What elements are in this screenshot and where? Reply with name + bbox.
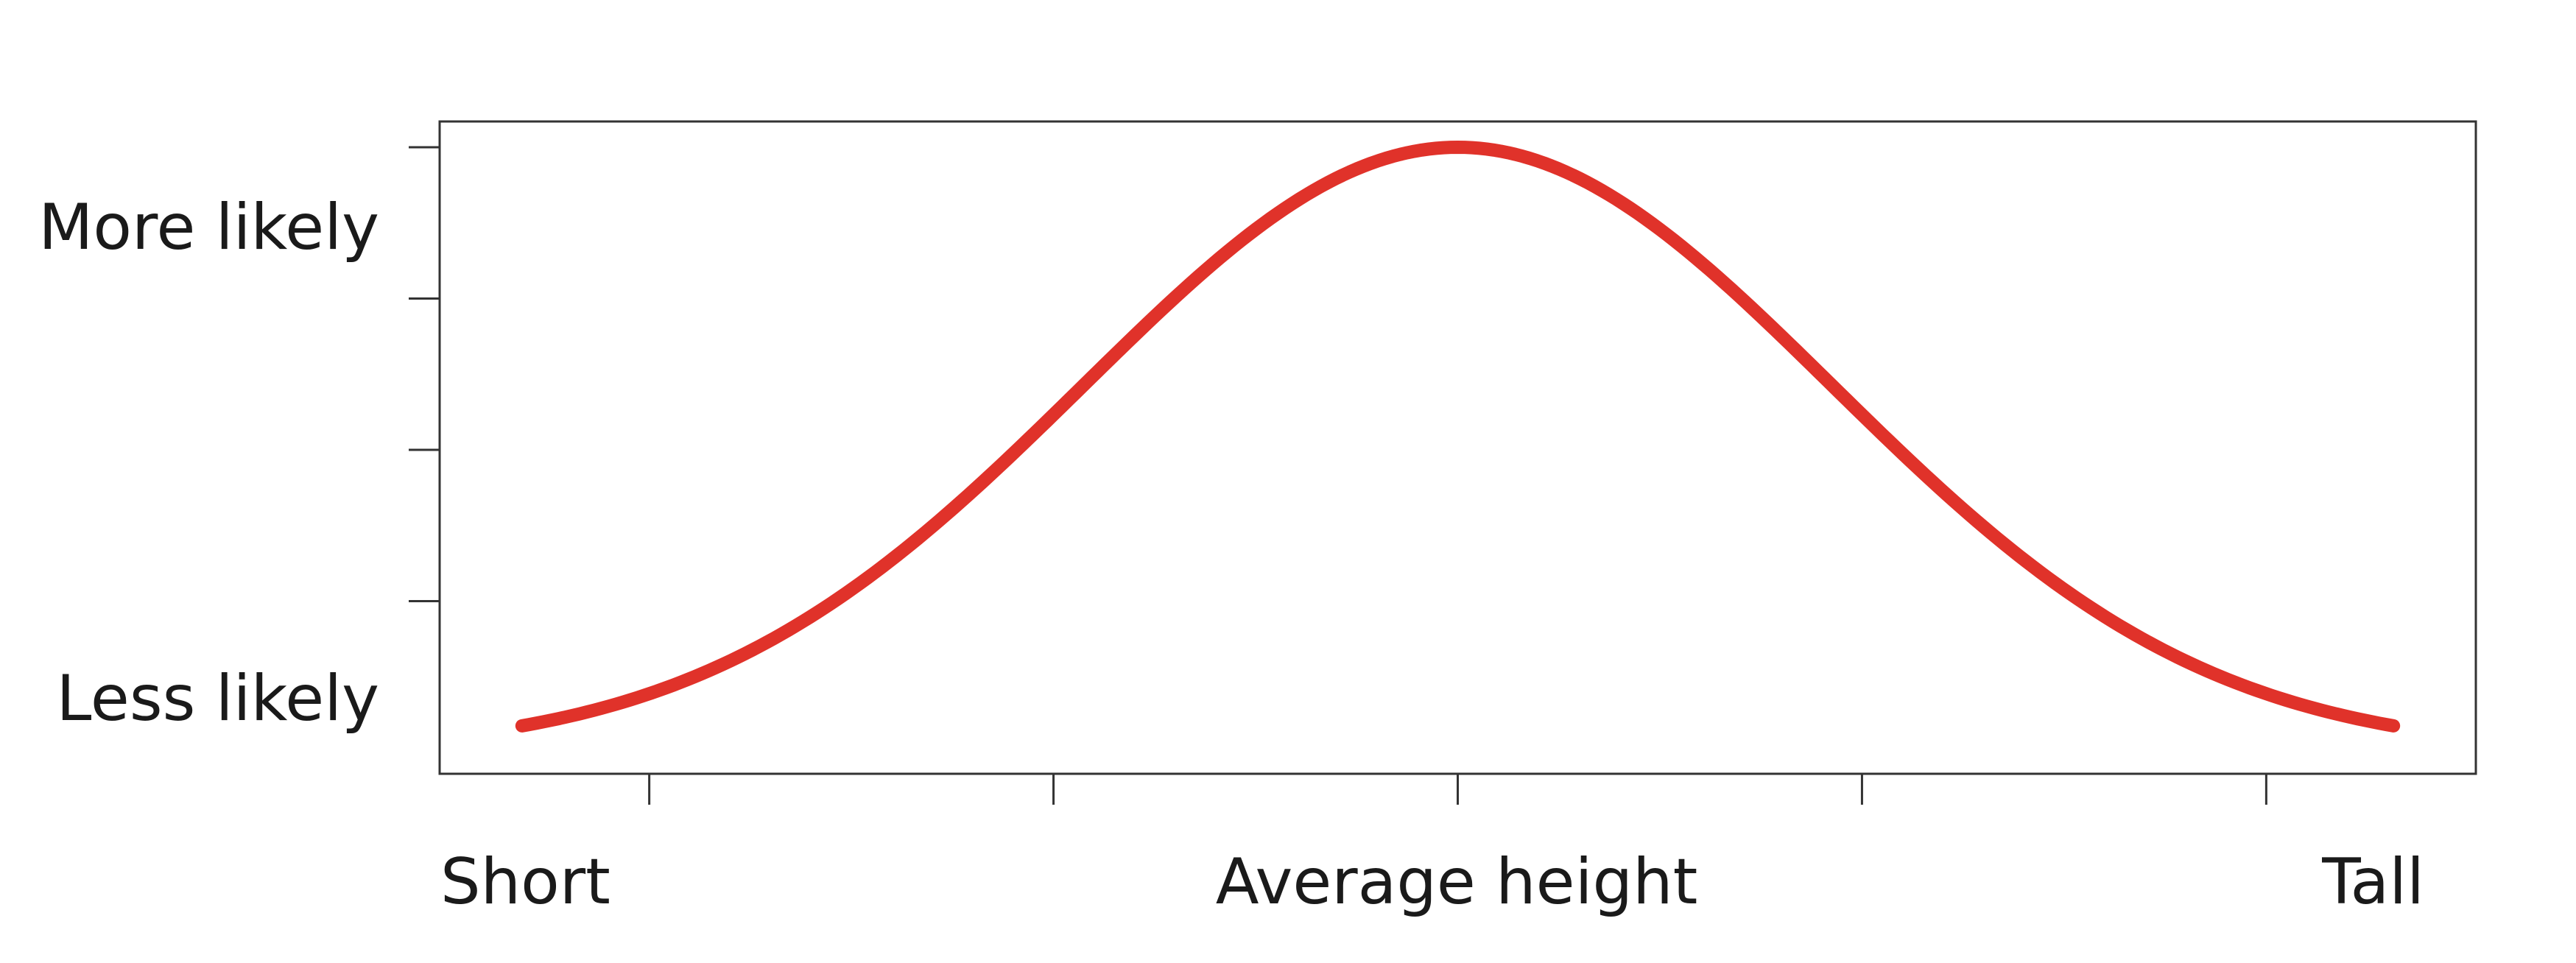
plot-frame (438, 120, 2477, 775)
y-tick-label-more-likely: More likely (38, 191, 379, 264)
x-tick-label-short: Short (440, 845, 610, 919)
series-line (515, 141, 2401, 733)
y-tick-label-less-likely: Less likely (57, 662, 379, 736)
x-tick-label-average-height: Average height (1216, 845, 1698, 919)
x-tick-label-tall: Tall (2321, 845, 2424, 919)
x-ticks (648, 774, 2267, 805)
y-ticks (409, 146, 440, 602)
